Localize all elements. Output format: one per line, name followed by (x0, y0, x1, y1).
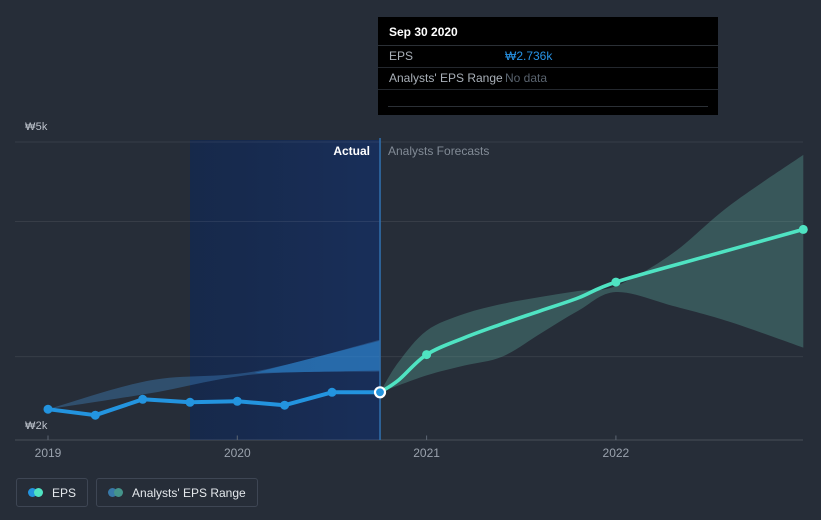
selected-data-point[interactable] (373, 386, 387, 399)
legend-eps-label: EPS (52, 485, 77, 500)
legend-eps-toggle[interactable]: EPS (16, 478, 89, 507)
actual-period-highlight (190, 140, 381, 440)
tooltip-range-value: No data (505, 71, 548, 85)
legend-eps-range-label: Analysts' EPS Range (132, 485, 246, 500)
tooltip-eps-row: EPS ₩2.736k (378, 46, 718, 68)
tooltip-eps-label: EPS (389, 49, 414, 63)
range-band-emphasis (254, 340, 380, 373)
actual-phase-label: Actual (333, 144, 370, 158)
forecast-eps-line (378, 227, 806, 395)
chart-legend: EPS Analysts' EPS Range (16, 478, 258, 507)
x-axis-label: 2019 (34, 446, 62, 460)
tooltip-range-label: Analysts' EPS Range (389, 71, 503, 85)
x-axis-ticks (47, 435, 617, 440)
x-axis-label: 2020 (223, 446, 251, 460)
range-band (48, 339, 380, 410)
y-axis-label-top: ₩5k (25, 121, 48, 133)
range-band (380, 154, 804, 393)
tooltip-eps-value: ₩2.736k (505, 49, 553, 63)
chart-tooltip: Sep 30 2020 EPS ₩2.736k Analysts' EPS Ra… (378, 17, 718, 115)
y-axis-label-bottom: ₩2k (25, 420, 48, 432)
legend-eps-range-toggle[interactable]: Analysts' EPS Range (96, 478, 258, 507)
x-axis-label: 2022 (602, 446, 630, 460)
forecast-data-points[interactable] (422, 224, 808, 360)
tooltip-date: Sep 30 2020 (378, 17, 718, 46)
eps-line (46, 390, 382, 418)
forecast-phase-label: Analysts Forecasts (388, 144, 490, 158)
tooltip-range-row: Analysts' EPS Range No data (378, 68, 718, 90)
gridlines (15, 141, 803, 358)
eps-range-series-icon (108, 488, 124, 497)
eps-series-icon (28, 488, 43, 497)
tooltip-divider (388, 106, 708, 107)
x-axis-label: 2021 (413, 446, 440, 460)
eps-data-points[interactable] (43, 387, 337, 420)
